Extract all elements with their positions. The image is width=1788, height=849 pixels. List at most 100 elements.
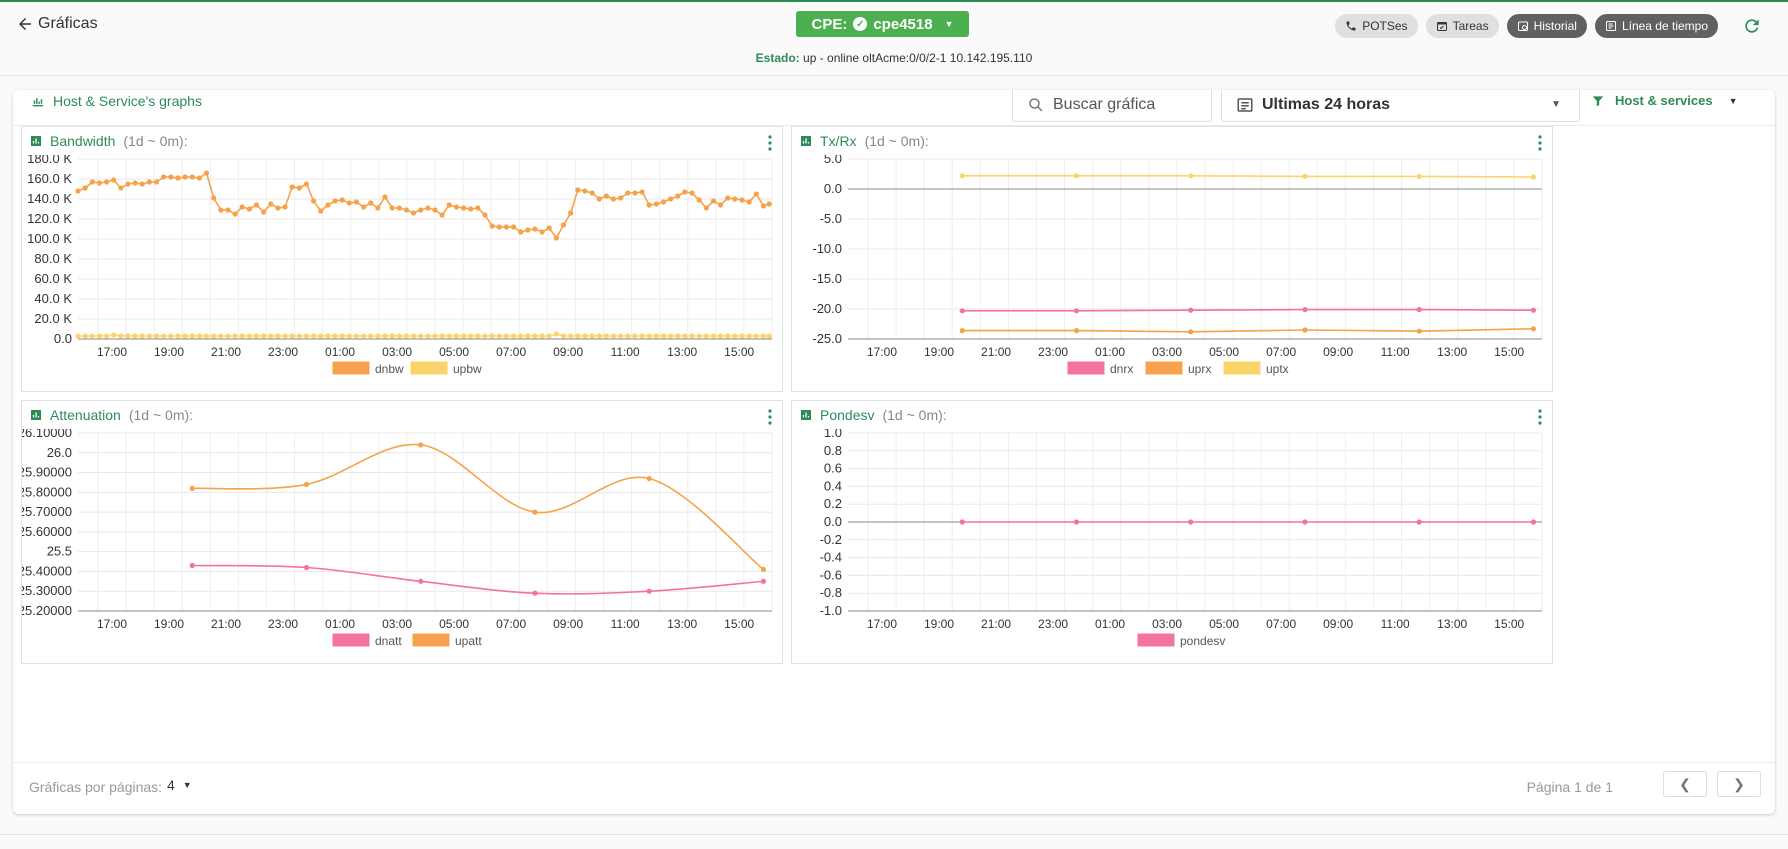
data-point-dnbw	[532, 226, 538, 232]
data-point-upatt	[532, 509, 538, 515]
filter-label: Host & services	[1615, 93, 1713, 108]
data-point-upbw	[646, 333, 652, 339]
tareas-chip[interactable]: Tareas	[1425, 14, 1499, 38]
data-point-upbw	[103, 333, 110, 339]
check-circle-icon: ✓	[853, 17, 868, 31]
y-tick-label: 25.40000	[22, 563, 72, 578]
data-point-dnbw	[632, 190, 638, 196]
status-line: Estado: up - online oltAcme:0/0/2-1 10.1…	[0, 51, 1788, 65]
data-point-upbw	[425, 333, 431, 339]
more-vert-icon[interactable]	[1538, 409, 1542, 425]
x-tick-label: 05:00	[1209, 345, 1239, 359]
x-tick-label: 15:00	[1494, 617, 1524, 631]
data-point-upbw	[760, 333, 767, 339]
data-point-upbw	[239, 333, 245, 339]
data-point-upbw	[582, 333, 588, 339]
refresh-icon[interactable]	[1742, 16, 1762, 36]
data-point-upbw	[746, 333, 752, 339]
potses-chip[interactable]: POTSes	[1335, 14, 1418, 38]
data-point-dnbw	[668, 196, 674, 202]
data-point-dnbw	[89, 179, 95, 185]
data-point-dnbw	[525, 227, 531, 233]
data-point-dnbw	[432, 207, 438, 213]
data-point-dnbw	[710, 198, 717, 204]
data-point-dnbw	[218, 207, 224, 213]
next-page-button[interactable]: ❯	[1717, 771, 1761, 797]
data-point-dnbw	[425, 205, 431, 211]
data-point-upbw	[211, 333, 217, 339]
x-tick-label: 11:00	[1381, 617, 1410, 631]
cpe-selector-button[interactable]: CPE: ✓ cpe4518 ▼	[796, 11, 969, 37]
arrow-left-icon	[19, 18, 31, 30]
data-point-dnbw	[346, 200, 352, 206]
data-point-upbw	[89, 333, 95, 339]
series-line-dnbw	[77, 171, 770, 240]
x-tick-label: 21:00	[211, 617, 241, 631]
data-point-dnbw	[753, 191, 759, 197]
y-tick-label: 0.2	[824, 496, 842, 511]
x-tick-label: 09:00	[553, 617, 583, 631]
back-button[interactable]: Gráficas	[16, 15, 98, 33]
y-tick-label: 26.0	[47, 445, 72, 460]
y-tick-label: -5.0	[820, 211, 842, 226]
per-page-select[interactable]: 4 ▼	[167, 777, 192, 793]
historial-chip[interactable]: Historial	[1506, 14, 1587, 38]
time-range-select[interactable]: Ultimas 24 horas ▼	[1221, 90, 1580, 122]
x-tick-label: 07:00	[1266, 617, 1296, 631]
x-tick-label: 23:00	[268, 345, 298, 359]
y-tick-label: 26.10000	[22, 429, 72, 440]
data-point-uprx	[1302, 327, 1308, 333]
data-point-dnrx	[1302, 307, 1308, 313]
data-point-dnbw	[732, 196, 738, 202]
data-point-dnbw	[82, 185, 88, 191]
data-point-upbw	[639, 333, 645, 339]
y-tick-label: -1.0	[820, 603, 842, 618]
timeline-chip[interactable]: Línea de tiempo	[1594, 14, 1718, 38]
y-tick-label: 25.60000	[22, 524, 72, 539]
data-point-dnbw	[375, 205, 381, 211]
data-point-upbw	[546, 333, 552, 339]
data-point-upbw	[766, 333, 772, 339]
data-point-pondesv	[1416, 519, 1422, 525]
data-point-dnbw	[660, 199, 667, 205]
y-tick-label: 25.30000	[22, 583, 72, 598]
y-tick-label: 0.0	[54, 331, 72, 346]
prev-page-button[interactable]: ❮	[1663, 771, 1707, 797]
x-tick-label: 03:00	[382, 617, 412, 631]
data-point-upbw	[325, 333, 331, 339]
chart-panel-txrx: Tx/Rx (1d ~ 0m): 5.0 0.0 -5.0 -10.0 -15.0 -20…	[791, 126, 1553, 392]
data-point-upbw	[625, 333, 631, 339]
data-point-upbw	[382, 333, 388, 339]
chart-panel-pondesv: Pondesv (1d ~ 0m): 1.0 0.8 0.6 0.4 0.2 0.0 -0.…	[791, 400, 1553, 664]
data-point-dnbw	[760, 203, 767, 209]
x-tick-label: 11:00	[611, 617, 640, 631]
data-point-pondesv	[959, 519, 965, 525]
data-point-dnbw	[111, 177, 117, 183]
data-point-pondesv	[1188, 519, 1194, 525]
x-tick-label: 13:00	[667, 345, 697, 359]
x-tick-label: 13:00	[1437, 345, 1467, 359]
more-vert-icon[interactable]	[768, 135, 772, 151]
x-tick-label: 15:00	[1494, 345, 1524, 359]
data-point-dnbw	[460, 205, 467, 211]
data-point-upbw	[525, 333, 531, 339]
data-point-upbw	[282, 333, 288, 339]
data-point-upbw	[375, 333, 381, 339]
bar-chart-icon	[801, 410, 811, 420]
search-placeholder: Buscar gráfica	[1053, 96, 1156, 113]
data-point-upbw	[253, 333, 260, 339]
data-point-upbw	[168, 333, 174, 339]
x-tick-label: 15:00	[724, 345, 754, 359]
data-point-upbw	[668, 333, 674, 339]
host-services-filter[interactable]: Host & services ▼	[1591, 93, 1737, 108]
data-point-dnbw	[318, 208, 324, 214]
more-vert-icon[interactable]	[1538, 135, 1542, 151]
search-graph-input[interactable]: Buscar gráfica	[1012, 90, 1212, 122]
x-tick-label: 11:00	[1381, 345, 1410, 359]
more-vert-icon[interactable]	[768, 409, 772, 425]
x-tick-label: 09:00	[1323, 345, 1353, 359]
calendar-icon	[1436, 22, 1447, 31]
filter-icon	[1592, 95, 1604, 106]
data-point-upbw	[675, 333, 681, 339]
data-point-upbw	[689, 333, 695, 339]
